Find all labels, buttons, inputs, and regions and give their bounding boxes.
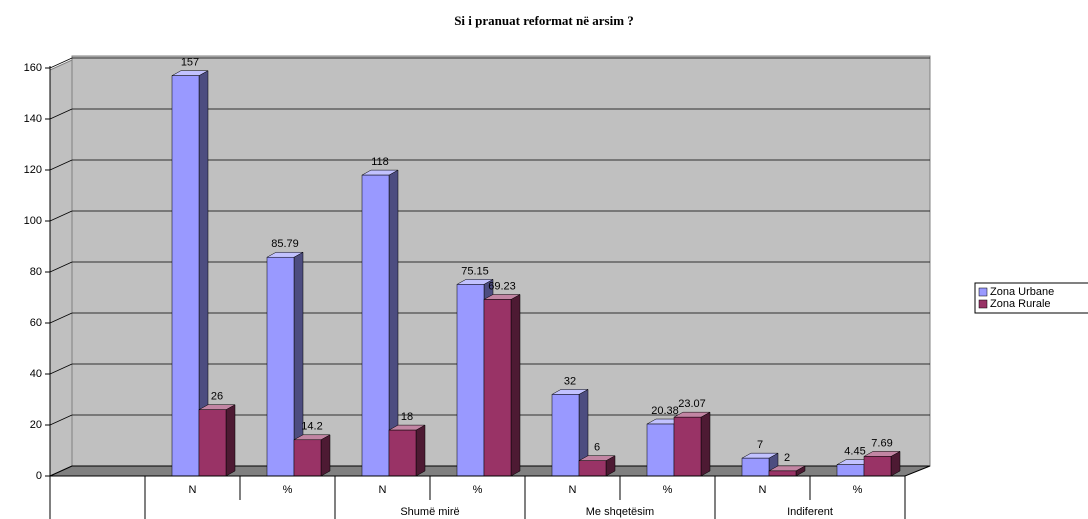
- bar: [551, 394, 580, 477]
- bar: [768, 470, 797, 477]
- data-label: 6: [594, 442, 600, 454]
- grid-line: [49, 363, 73, 375]
- legend-swatch: [978, 299, 988, 309]
- bar: [456, 284, 485, 477]
- legend-swatch: [978, 287, 988, 297]
- data-label: 7.69: [871, 437, 892, 449]
- x-tick-label: %: [853, 484, 863, 496]
- data-label: 18: [401, 411, 413, 423]
- data-label: 20.38: [651, 405, 679, 417]
- legend-box: [974, 282, 1088, 314]
- bar: [646, 423, 675, 477]
- bar: [836, 464, 865, 477]
- bar-side: [320, 434, 331, 477]
- y-tick-label: 120: [24, 164, 42, 176]
- bar: [388, 429, 417, 477]
- bar-side: [510, 294, 521, 477]
- bar: [741, 457, 770, 477]
- group-label: Indiferent: [787, 506, 833, 518]
- chart-title: Si i pranuat reformat në arsim ?: [454, 13, 634, 28]
- y-tick-label: 80: [30, 266, 42, 278]
- y-tick-label: 140: [24, 113, 42, 125]
- x-tick-label: N: [189, 484, 197, 496]
- x-tick-label: %: [283, 484, 293, 496]
- bar: [293, 439, 322, 477]
- x-tick-label: %: [473, 484, 483, 496]
- group-label: Me shqetësim: [586, 506, 654, 518]
- data-label: 118: [371, 156, 389, 168]
- grid-line: [49, 108, 73, 120]
- data-label: 32: [564, 375, 576, 387]
- x-tick-label: N: [569, 484, 577, 496]
- data-label: 4.45: [844, 446, 865, 458]
- legend-label: Zona Rurale: [990, 298, 1051, 310]
- bar: [266, 256, 295, 477]
- bar: [198, 409, 227, 477]
- data-label: 69.23: [488, 280, 516, 292]
- bar-side: [415, 424, 426, 477]
- grid-line: [49, 57, 73, 69]
- data-label: 75.15: [461, 265, 489, 277]
- bar: [361, 174, 390, 477]
- data-label: 157: [181, 57, 199, 69]
- grid-line: [49, 414, 73, 426]
- grid-line: [49, 312, 73, 324]
- y-tick-label: 60: [30, 317, 42, 329]
- grid-line: [49, 210, 73, 222]
- y-tick-label: 160: [24, 62, 42, 74]
- data-label: 14.2: [301, 421, 322, 433]
- data-label: 7: [757, 439, 763, 451]
- bar: [171, 75, 200, 477]
- data-label: 23.07: [678, 398, 706, 410]
- x-tick-label: N: [379, 484, 387, 496]
- grid-line: [49, 159, 73, 171]
- data-label: 26: [211, 391, 223, 403]
- grid-line: [49, 261, 73, 273]
- bar: [578, 460, 607, 477]
- bar: [673, 416, 702, 477]
- y-tick-label: 20: [30, 419, 42, 431]
- group-label: Shumë mirë: [400, 506, 459, 518]
- bar: [863, 456, 892, 477]
- bar-side: [225, 404, 236, 477]
- side-wall: [49, 59, 73, 477]
- y-tick-label: 100: [24, 215, 42, 227]
- x-tick-label: %: [663, 484, 673, 496]
- data-label: 85.79: [271, 238, 299, 250]
- legend-label: Zona Urbane: [990, 286, 1054, 298]
- data-label: 2: [784, 452, 790, 464]
- y-tick-label: 0: [36, 470, 42, 482]
- bar: [483, 299, 512, 477]
- bar-side: [700, 411, 711, 477]
- x-tick-label: N: [759, 484, 767, 496]
- y-tick-label: 40: [30, 368, 42, 380]
